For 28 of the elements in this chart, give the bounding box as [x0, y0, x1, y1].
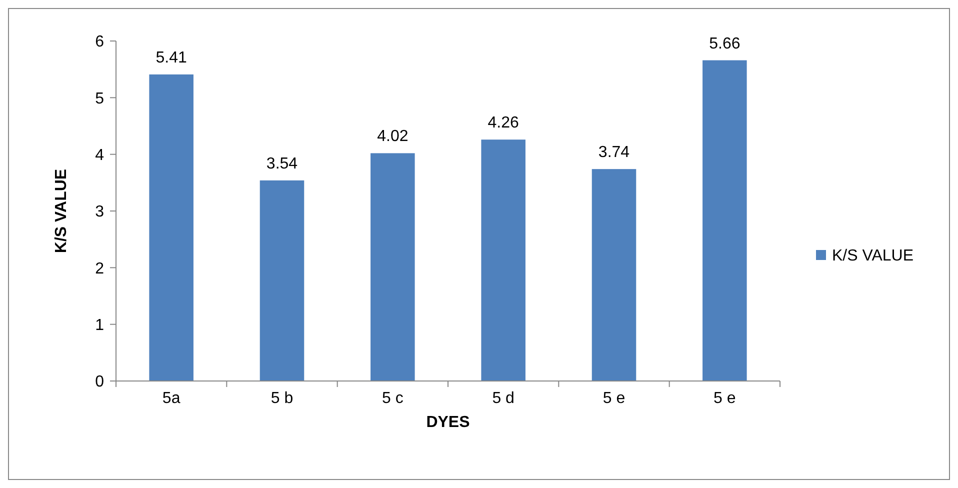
- y-tick-label: 4: [95, 146, 104, 164]
- legend-label: K/S VALUE: [832, 248, 914, 265]
- bar: [702, 60, 747, 381]
- x-tick-label: 5a: [162, 390, 180, 407]
- x-tick-label: 5 e: [602, 390, 626, 407]
- data-label: 4.26: [488, 114, 520, 132]
- y-tick-label: 3: [95, 204, 104, 221]
- y-tick-label: 6: [95, 34, 104, 51]
- y-tick-label: 5: [95, 90, 104, 108]
- bar: [370, 153, 415, 381]
- x-tick-label: 5 e: [714, 390, 736, 407]
- data-label: 5.66: [709, 35, 740, 52]
- y-tick-label: 1: [95, 316, 104, 334]
- y-tick-label: 0: [95, 374, 104, 391]
- bar: [592, 169, 636, 381]
- data-label: 4.02: [377, 128, 408, 146]
- data-label: 5.41: [156, 49, 188, 66]
- bar: [481, 140, 526, 381]
- data-label: 3.74: [598, 144, 630, 162]
- x-tick-label: 5 d: [492, 390, 514, 407]
- x-tick-label: 5 b: [270, 390, 294, 407]
- y-tick-label: 2: [95, 260, 104, 278]
- x-axis-title: DYES: [426, 414, 470, 431]
- bar: [260, 180, 304, 381]
- x-tick-label: 5 c: [382, 390, 404, 407]
- y-axis-title: K/S VALUE: [53, 168, 70, 254]
- data-label: 3.54: [266, 155, 298, 172]
- bar: [149, 74, 194, 381]
